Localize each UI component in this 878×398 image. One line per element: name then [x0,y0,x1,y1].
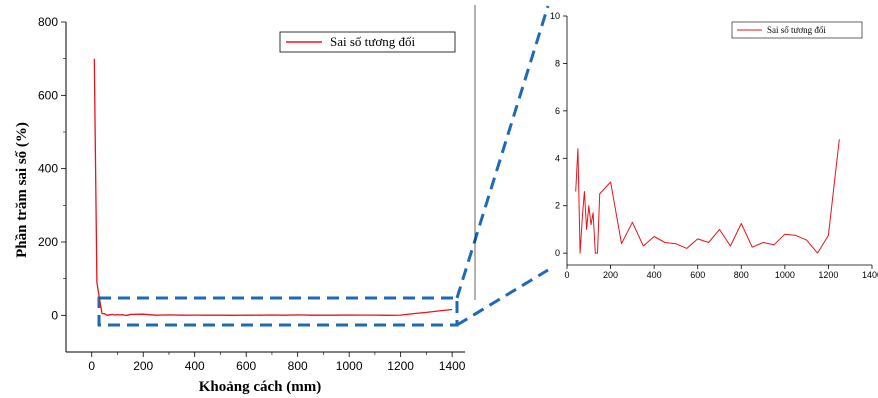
zoom-y-tick-label: 8 [555,58,560,68]
main-y-tick-label: 400 [38,162,58,176]
zoom-legend-box [731,21,863,39]
main-y-tick-label: 0 [51,308,58,322]
main-x-tick-label: 0 [88,359,95,373]
zoom-y-tick-label: 10 [550,11,560,21]
zoom-chart: 0 200 400 600 800 1000 1200 1400 0 2 4 6 8 10 Sai số … [550,11,878,280]
zoom-region-rect [97,296,459,327]
main-y-tick-label: 600 [38,88,58,102]
zoom-x-tick-label: 200 [603,270,618,280]
main-y-tick-label: 800 [38,15,58,29]
main-axes [65,22,465,353]
main-legend-label: Sai số tương đối [330,34,415,49]
zoom-y-tick-label: 2 [555,201,560,211]
zoom-x-tick-label: 1400 [862,270,878,280]
zoom-connector-top [455,5,550,299]
main-legend: Sai số tương đối [279,31,456,53]
zoom-series [575,139,840,254]
zoom-x-tick-label: 1000 [775,270,795,280]
zoom-series-line [575,139,840,254]
main-series-line [93,58,453,316]
zoom-indicator [97,5,550,327]
main-y-axis-title: Phần trăm sai số (%) [14,122,30,258]
zoom-x-tick-label: 0 [564,270,569,280]
main-legend-box [279,31,456,53]
main-x-tick-label: 600 [236,359,256,373]
zoom-y-tick-label: 6 [555,106,560,116]
zoom-y-tick-label: 4 [555,153,560,163]
main-x-axis-title: Khoảng cách (mm) [199,379,322,395]
zoom-x-tick-label: 800 [734,270,749,280]
zoom-legend: Sai số tương đối [731,21,863,39]
main-x-tick-label: 800 [288,359,308,373]
zoom-x-tick-label: 600 [690,270,705,280]
zoom-axes [566,16,872,266]
zoom-x-tick-label: 400 [647,270,662,280]
main-x-tick-label: 1200 [387,359,414,373]
main-x-tick-label: 1000 [336,359,363,373]
main-series [93,58,453,316]
zoom-y-tick-label: 0 [555,248,560,258]
zoom-x-tick-label: 1200 [818,270,838,280]
main-y-tick-label: 200 [38,235,58,249]
zoom-connector-bottom [456,268,549,327]
zoom-ticks: 0 200 400 600 800 1000 1200 1400 0 2 4 6 8 10 [550,11,878,280]
main-ticks: 0 200 400 600 800 1000 1200 1400 0 200 400 600 800 [38,15,466,373]
main-x-tick-label: 1400 [439,359,466,373]
main-chart: 0 200 400 600 800 1000 1200 1400 0 200 400 600 800 K… [14,15,466,395]
zoom-legend-label: Sai số tương đối [767,25,826,35]
main-x-tick-label: 200 [133,359,153,373]
main-x-tick-label: 400 [185,359,205,373]
